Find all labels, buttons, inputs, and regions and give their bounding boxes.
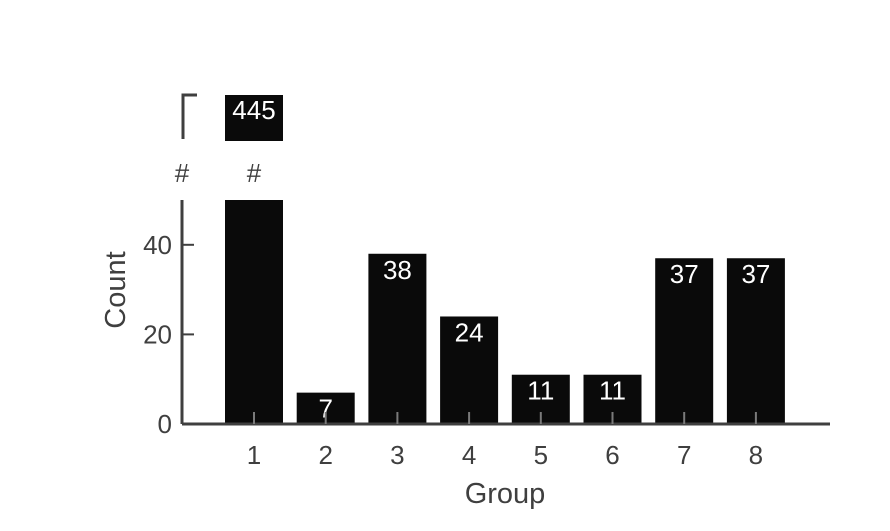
x-tick-label: 2	[318, 440, 332, 470]
axes-layer	[180, 93, 830, 426]
x-ticks-layer: 1 2 3 4 5 6 7 8	[247, 412, 763, 470]
data-label: 445	[232, 95, 275, 125]
x-tick-label: 1	[247, 440, 261, 470]
data-label: 11	[599, 376, 626, 406]
bar	[440, 316, 499, 424]
bar-break-marker: #	[247, 158, 262, 188]
bar	[368, 253, 427, 424]
bar	[225, 200, 283, 424]
x-tick-label: 4	[462, 440, 476, 470]
bar	[655, 258, 714, 424]
x-tick-label: 5	[534, 440, 548, 470]
y-tick-label: 0	[158, 409, 172, 439]
y-axis-break-marker: #	[175, 158, 190, 188]
y-axis-break-segment	[181, 93, 197, 139]
x-tick-label: 8	[749, 440, 763, 470]
data-label: 37	[670, 259, 699, 289]
bar	[726, 258, 785, 424]
y-tick-label: 20	[143, 319, 172, 349]
bar-break-segment	[225, 95, 283, 141]
y-axis-title: Count	[100, 251, 132, 328]
x-tick-label: 3	[390, 440, 404, 470]
data-label: 37	[741, 259, 770, 289]
y-tick-label: 40	[143, 230, 172, 260]
y-ticks-layer: 0 20 40	[143, 230, 194, 439]
data-label: 38	[383, 255, 412, 285]
bars-layer: #445 7 38 24 11 11 37 37	[225, 95, 785, 424]
data-label: 7	[318, 394, 332, 424]
x-axis-title: Group	[465, 478, 546, 510]
data-label: 11	[527, 376, 554, 406]
x-tick-label: 6	[605, 440, 619, 470]
x-tick-label: 7	[677, 440, 691, 470]
data-label: 24	[455, 317, 484, 347]
